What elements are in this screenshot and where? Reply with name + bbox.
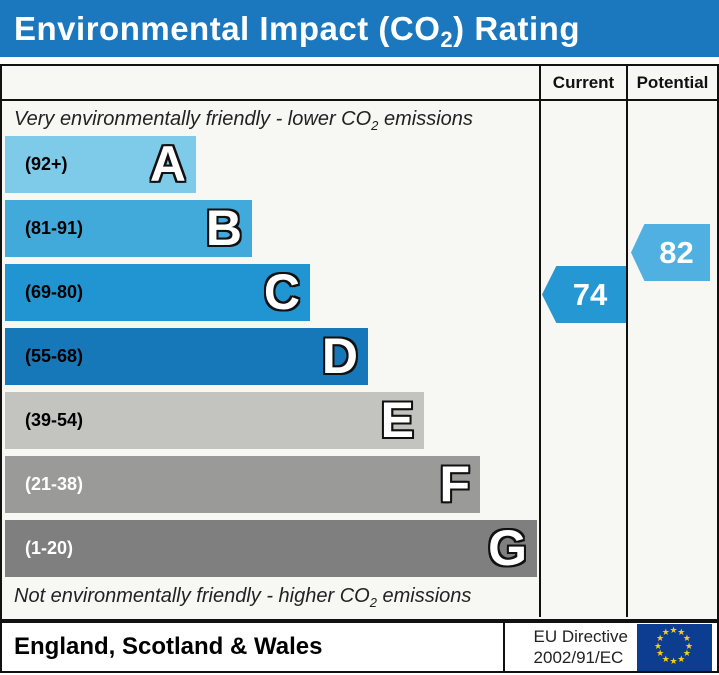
bottom-caption: Not environmentally friendly - higher CO…	[14, 585, 471, 610]
current-column: 74	[541, 101, 628, 617]
eu-flag: ★ ★ ★ ★ ★ ★ ★ ★ ★ ★ ★ ★	[637, 623, 712, 671]
current-column-header: Current	[541, 66, 628, 99]
band-range-label: (39-54)	[25, 410, 84, 430]
band-range-label: (21-38)	[25, 474, 84, 494]
band-letter: D	[321, 327, 358, 384]
footer: England, Scotland & Wales EU Directive 2…	[0, 621, 719, 673]
band-letter: A	[149, 135, 186, 192]
band-row-c: (69-80) C	[5, 264, 310, 321]
current-rating-arrow: 74	[542, 266, 626, 323]
eu-directive-line1: EU Directive	[533, 626, 628, 646]
band-letter: C	[263, 263, 300, 320]
rating-table: Current Potential Very environmentally f…	[0, 64, 719, 621]
current-rating-value: 74	[572, 276, 608, 312]
rating-bands: (92+) A (81-91) B (69-80) C (55-68) D	[5, 136, 537, 584]
footer-directive-cell: EU Directive 2002/91/EC ★ ★ ★ ★ ★ ★ ★ ★ ★ ★ ★ ★	[505, 623, 717, 671]
eu-directive-text: EU Directive 2002/91/EC	[534, 626, 628, 669]
eu-flag-star: ★	[682, 632, 691, 643]
band-row-f: (21-38) F	[5, 456, 480, 513]
eu-flag-star: ★	[669, 625, 678, 635]
eu-flag-star: ★	[669, 656, 678, 666]
eu-flag-star: ★	[656, 648, 665, 659]
footer-region-cell: England, Scotland & Wales	[2, 623, 505, 671]
region-label: England, Scotland & Wales	[14, 633, 323, 660]
band-range-label: (81-91)	[25, 218, 84, 238]
eu-directive-line2: 2002/91/EC	[533, 648, 624, 667]
band-row-b: (81-91) B	[5, 200, 252, 257]
eu-flag-star: ★	[661, 627, 670, 638]
potential-rating-arrow: 82	[631, 224, 710, 281]
top-caption-suffix: emissions	[378, 108, 473, 130]
bottom-caption-subscript: 2	[369, 595, 377, 610]
top-caption-text: Very environmentally friendly - lower CO	[14, 108, 372, 130]
band-row-a: (92+) A	[5, 136, 196, 193]
band-letter: G	[488, 519, 527, 576]
eu-flag-star: ★	[656, 632, 665, 643]
band-row-e: (39-54) E	[5, 392, 424, 449]
band-range-label: (69-80)	[25, 282, 84, 302]
bands-column: Very environmentally friendly - lower CO…	[2, 101, 541, 617]
potential-column: 82	[628, 101, 717, 617]
band-row-g: (1-20) G	[5, 520, 537, 577]
band-row-d: (55-68) D	[5, 328, 368, 385]
top-caption-subscript: 2	[371, 118, 379, 133]
band-range-label: (55-68)	[25, 346, 84, 366]
band-letter: E	[380, 391, 414, 448]
band-letter: F	[439, 455, 470, 512]
top-caption: Very environmentally friendly - lower CO…	[2, 101, 539, 133]
bottom-caption-text: Not environmentally friendly - higher CO	[14, 585, 370, 607]
header-spacer-cell	[2, 66, 541, 99]
band-range-label: (1-20)	[25, 538, 74, 558]
page-title-subscript: 2	[440, 26, 454, 52]
page-title-text: Environmental Impact (CO	[14, 9, 441, 47]
table-header-row: Current Potential	[2, 66, 717, 101]
title-bar: Environmental Impact (CO2) Rating	[0, 0, 719, 57]
band-letter: B	[205, 199, 242, 256]
table-body-row: Very environmentally friendly - lower CO…	[2, 101, 717, 617]
page-title: Environmental Impact (CO2) Rating	[0, 9, 580, 52]
eu-flag-star: ★	[677, 627, 686, 638]
potential-column-header: Potential	[636, 73, 709, 92]
eu-flag-star: ★	[682, 648, 691, 659]
eu-flag-star: ★	[661, 653, 670, 664]
eu-flag-star: ★	[677, 653, 686, 664]
page-title-suffix: ) Rating	[453, 9, 580, 47]
eu-flag-star: ★	[685, 640, 694, 651]
bottom-caption-suffix: emissions	[376, 585, 472, 607]
band-range-label: (92+)	[25, 154, 68, 174]
eu-flag-star: ★	[654, 640, 663, 651]
potential-rating-value: 82	[659, 234, 694, 270]
